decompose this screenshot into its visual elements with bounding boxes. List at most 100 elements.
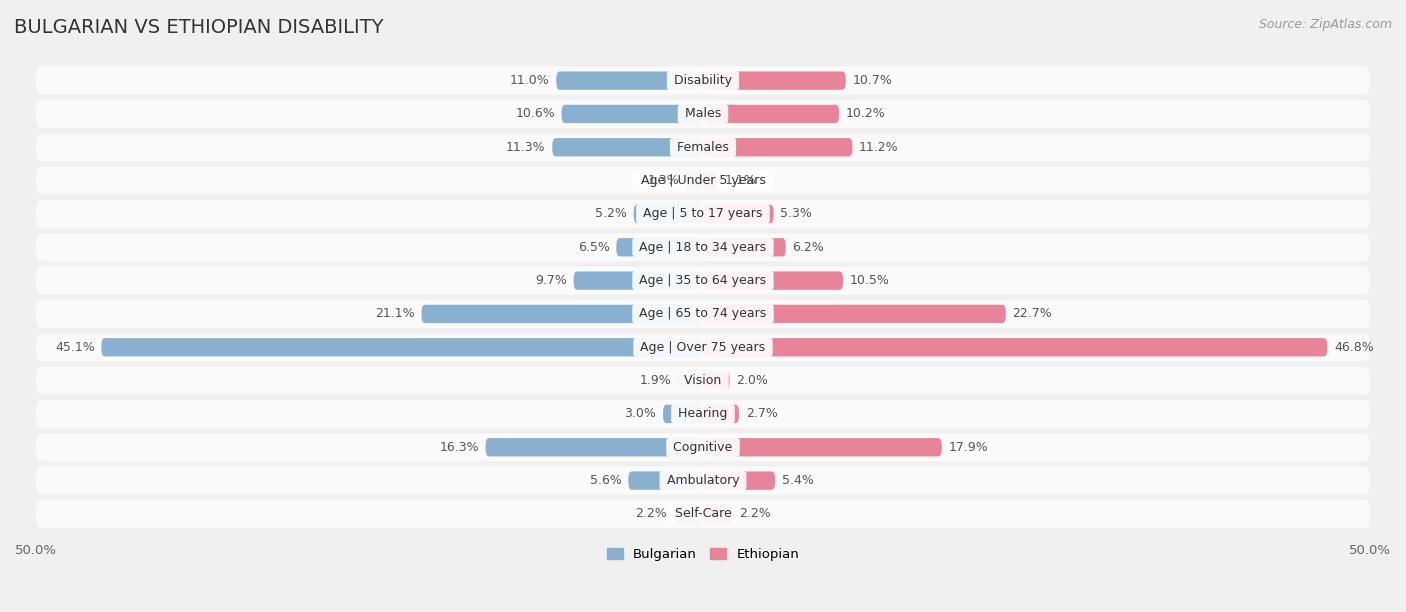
Text: 10.5%: 10.5% — [849, 274, 890, 287]
FancyBboxPatch shape — [557, 72, 703, 90]
FancyBboxPatch shape — [37, 466, 1369, 494]
FancyBboxPatch shape — [422, 305, 703, 323]
Text: Cognitive: Cognitive — [669, 441, 737, 453]
Text: 2.7%: 2.7% — [745, 408, 778, 420]
Text: 11.3%: 11.3% — [506, 141, 546, 154]
Bar — [37, 364, 1369, 397]
FancyBboxPatch shape — [574, 272, 703, 289]
Bar — [37, 264, 1369, 297]
FancyBboxPatch shape — [703, 371, 730, 390]
Bar — [37, 97, 1369, 130]
Text: 3.0%: 3.0% — [624, 408, 657, 420]
FancyBboxPatch shape — [101, 338, 703, 356]
Bar — [37, 231, 1369, 264]
FancyBboxPatch shape — [37, 334, 1369, 361]
Bar — [37, 197, 1369, 231]
Legend: Bulgarian, Ethiopian: Bulgarian, Ethiopian — [602, 542, 804, 566]
FancyBboxPatch shape — [561, 105, 703, 123]
FancyBboxPatch shape — [37, 400, 1369, 428]
FancyBboxPatch shape — [628, 471, 703, 490]
Text: 45.1%: 45.1% — [55, 341, 94, 354]
FancyBboxPatch shape — [673, 505, 703, 523]
Text: 17.9%: 17.9% — [949, 441, 988, 453]
Bar — [37, 464, 1369, 498]
Text: Age | 18 to 34 years: Age | 18 to 34 years — [636, 241, 770, 254]
FancyBboxPatch shape — [37, 67, 1369, 95]
FancyBboxPatch shape — [703, 238, 786, 256]
FancyBboxPatch shape — [664, 405, 703, 423]
Text: 1.3%: 1.3% — [647, 174, 679, 187]
Text: Ambulatory: Ambulatory — [662, 474, 744, 487]
FancyBboxPatch shape — [703, 405, 740, 423]
Text: Age | Under 5 years: Age | Under 5 years — [637, 174, 769, 187]
FancyBboxPatch shape — [678, 371, 703, 390]
Text: 10.2%: 10.2% — [846, 108, 886, 121]
Text: Age | 35 to 64 years: Age | 35 to 64 years — [636, 274, 770, 287]
FancyBboxPatch shape — [703, 471, 775, 490]
Bar — [37, 297, 1369, 330]
Text: 46.8%: 46.8% — [1334, 341, 1374, 354]
Text: 10.7%: 10.7% — [852, 74, 893, 87]
Text: Vision: Vision — [681, 374, 725, 387]
FancyBboxPatch shape — [37, 133, 1369, 162]
FancyBboxPatch shape — [37, 100, 1369, 128]
FancyBboxPatch shape — [37, 433, 1369, 461]
FancyBboxPatch shape — [37, 500, 1369, 528]
FancyBboxPatch shape — [703, 305, 1005, 323]
FancyBboxPatch shape — [703, 438, 942, 457]
FancyBboxPatch shape — [686, 171, 703, 190]
Text: 5.6%: 5.6% — [589, 474, 621, 487]
Bar — [37, 330, 1369, 364]
FancyBboxPatch shape — [37, 200, 1369, 228]
FancyBboxPatch shape — [703, 272, 844, 289]
Bar — [37, 164, 1369, 197]
Bar — [37, 64, 1369, 97]
Bar — [37, 130, 1369, 164]
FancyBboxPatch shape — [37, 367, 1369, 395]
FancyBboxPatch shape — [616, 238, 703, 256]
Bar — [37, 498, 1369, 531]
Text: 1.9%: 1.9% — [640, 374, 671, 387]
Text: Source: ZipAtlas.com: Source: ZipAtlas.com — [1258, 18, 1392, 31]
Text: BULGARIAN VS ETHIOPIAN DISABILITY: BULGARIAN VS ETHIOPIAN DISABILITY — [14, 18, 384, 37]
Text: 21.1%: 21.1% — [375, 307, 415, 321]
Bar — [37, 431, 1369, 464]
FancyBboxPatch shape — [703, 138, 852, 157]
Text: 1.1%: 1.1% — [724, 174, 756, 187]
FancyBboxPatch shape — [37, 267, 1369, 294]
FancyBboxPatch shape — [703, 171, 717, 190]
FancyBboxPatch shape — [37, 233, 1369, 261]
Text: Hearing: Hearing — [675, 408, 731, 420]
Text: 5.2%: 5.2% — [595, 207, 627, 220]
FancyBboxPatch shape — [634, 205, 703, 223]
Text: 6.5%: 6.5% — [578, 241, 610, 254]
FancyBboxPatch shape — [37, 300, 1369, 328]
Text: 22.7%: 22.7% — [1012, 307, 1052, 321]
Text: 2.2%: 2.2% — [740, 507, 770, 520]
Text: 10.6%: 10.6% — [515, 108, 555, 121]
Text: 6.2%: 6.2% — [793, 241, 824, 254]
Text: 5.3%: 5.3% — [780, 207, 813, 220]
Text: 2.0%: 2.0% — [737, 374, 768, 387]
Text: Disability: Disability — [671, 74, 735, 87]
Text: 11.2%: 11.2% — [859, 141, 898, 154]
Text: 5.4%: 5.4% — [782, 474, 814, 487]
Text: Males: Males — [681, 108, 725, 121]
FancyBboxPatch shape — [703, 338, 1327, 356]
Text: Self-Care: Self-Care — [671, 507, 735, 520]
Text: Age | 65 to 74 years: Age | 65 to 74 years — [636, 307, 770, 321]
Text: Females: Females — [673, 141, 733, 154]
FancyBboxPatch shape — [553, 138, 703, 157]
FancyBboxPatch shape — [703, 505, 733, 523]
Text: 11.0%: 11.0% — [510, 74, 550, 87]
Text: 2.2%: 2.2% — [636, 507, 666, 520]
FancyBboxPatch shape — [703, 105, 839, 123]
Text: Age | 5 to 17 years: Age | 5 to 17 years — [640, 207, 766, 220]
FancyBboxPatch shape — [703, 205, 773, 223]
FancyBboxPatch shape — [485, 438, 703, 457]
Bar — [37, 397, 1369, 431]
Text: 9.7%: 9.7% — [536, 274, 567, 287]
Text: Age | Over 75 years: Age | Over 75 years — [637, 341, 769, 354]
FancyBboxPatch shape — [37, 166, 1369, 195]
FancyBboxPatch shape — [703, 72, 846, 90]
